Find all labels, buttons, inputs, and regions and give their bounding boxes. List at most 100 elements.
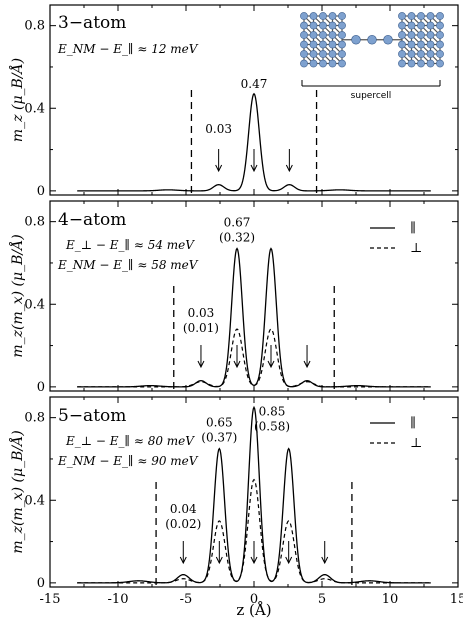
legend-parallel-label: ∥ bbox=[410, 221, 416, 236]
atom-sphere bbox=[328, 40, 337, 49]
atom-arrow-head bbox=[285, 164, 293, 173]
atom-arrow-head bbox=[250, 164, 258, 173]
atom-sphere bbox=[328, 50, 337, 58]
peak-perp-value-label: (0.37) bbox=[201, 431, 237, 445]
atom-sphere bbox=[319, 50, 327, 58]
atom-sphere bbox=[407, 12, 416, 20]
atom-sphere bbox=[309, 59, 318, 68]
atom-sphere bbox=[398, 40, 406, 49]
panel-5atom-ylabel: m_z(m_x) (μ_B/Å) bbox=[8, 430, 26, 553]
atom-sphere bbox=[328, 21, 337, 30]
peak-value-label: 0.47 bbox=[241, 77, 268, 91]
panel-4atom-energy-perp: E_⊥ − E_∥ ≈ 54 meV bbox=[65, 238, 195, 252]
x-tick-label: -10 bbox=[108, 592, 129, 607]
atom-sphere bbox=[319, 12, 327, 20]
atom-sphere bbox=[383, 35, 393, 45]
x-tick-label: 0 bbox=[250, 592, 258, 607]
peak-value-label: 0.03 bbox=[205, 122, 232, 136]
legend-parallel-label: ∥ bbox=[410, 416, 416, 431]
y-tick-label: 0 bbox=[37, 184, 45, 199]
atom-sphere bbox=[309, 21, 318, 30]
atom-arrow-head bbox=[250, 556, 258, 565]
atom-sphere bbox=[398, 59, 406, 68]
y-tick-label: 0.4 bbox=[24, 297, 45, 312]
y-tick-label: 0 bbox=[37, 576, 45, 591]
atom-sphere bbox=[309, 12, 318, 20]
peak-value-label: 0.04 bbox=[170, 502, 197, 516]
atom-sphere bbox=[407, 59, 416, 68]
peak-value-label: 0.85 bbox=[259, 404, 286, 418]
atom-sphere bbox=[338, 50, 346, 58]
peak-perp-value-label: (0.01) bbox=[183, 321, 219, 335]
atom-sphere bbox=[436, 12, 444, 20]
axis-ticks-layer: 0 0.4 0.8 0 0.4 0.8 -15 -10 -5 0 5 10 15 0 0.4 0.8 bbox=[24, 5, 463, 607]
atom-sphere bbox=[328, 59, 337, 68]
atom-sphere bbox=[417, 50, 425, 58]
atom-sphere bbox=[426, 12, 435, 20]
atom-arrow-head bbox=[197, 360, 205, 369]
atom-sphere bbox=[407, 31, 416, 39]
peak-perp-value-label: (0.58) bbox=[254, 419, 290, 433]
panel-3atom-ylabel: m_z (μ_B/Å) bbox=[8, 58, 26, 142]
atom-sphere bbox=[436, 21, 444, 30]
series-perp-curve bbox=[77, 478, 431, 584]
panel-5atom-energy-nm: E_NM − E_∥ ≈ 90 meV bbox=[57, 454, 199, 468]
atom-sphere bbox=[398, 50, 406, 58]
atom-arrow-head bbox=[215, 164, 223, 173]
atom-arrow-head bbox=[285, 556, 293, 565]
atom-sphere bbox=[328, 12, 337, 20]
atom-arrow-head bbox=[321, 556, 329, 565]
y-tick-label: 0.8 bbox=[24, 19, 45, 34]
atom-sphere bbox=[436, 59, 444, 68]
annotations-layer: 0.470.030.67(0.32)0.03(0.01)0.65(0.37)0.… bbox=[155, 77, 353, 585]
peak-perp-value-label: (0.02) bbox=[165, 517, 201, 531]
x-tick-label: 5 bbox=[318, 592, 326, 607]
y-tick-label: 0 bbox=[37, 380, 45, 395]
atom-sphere bbox=[300, 59, 308, 68]
atom-sphere bbox=[417, 31, 425, 39]
atom-sphere bbox=[319, 31, 327, 39]
legend-perp-label: ⊥ bbox=[410, 241, 422, 256]
panel-4atom-title: 4−atom bbox=[58, 210, 126, 230]
panel-5atom-legend: ∥ ⊥ bbox=[370, 416, 422, 451]
atom-sphere bbox=[426, 50, 435, 58]
supercell-inset: supercell bbox=[292, 8, 444, 101]
panel-5atom-title: 5−atom bbox=[58, 406, 126, 426]
panel-4atom-legend: ∥ ⊥ bbox=[370, 221, 422, 256]
atom-sphere bbox=[426, 31, 435, 39]
atom-sphere bbox=[426, 59, 435, 68]
series-perp-curve bbox=[77, 328, 431, 388]
atom-sphere bbox=[300, 21, 308, 30]
atom-sphere bbox=[300, 50, 308, 58]
atom-sphere bbox=[351, 35, 361, 45]
atom-sphere bbox=[338, 21, 346, 30]
atom-sphere bbox=[417, 59, 425, 68]
x-tick-label: 10 bbox=[382, 592, 399, 607]
panel-3atom-title: 3−atom bbox=[58, 13, 126, 33]
atom-sphere bbox=[300, 31, 308, 39]
atom-sphere bbox=[309, 50, 318, 58]
atom-arrow-head bbox=[233, 360, 241, 369]
atom-sphere bbox=[328, 31, 337, 39]
atom-sphere bbox=[436, 31, 444, 39]
atom-sphere bbox=[417, 40, 425, 49]
x-axis-label: z (Å) bbox=[236, 601, 271, 619]
peak-perp-value-label: (0.32) bbox=[219, 231, 255, 245]
atom-sphere bbox=[407, 40, 416, 49]
atom-sphere bbox=[338, 40, 346, 49]
atom-sphere bbox=[367, 35, 377, 45]
peak-value-label: 0.03 bbox=[188, 306, 215, 320]
peak-value-label: 0.67 bbox=[224, 216, 251, 230]
atom-sphere bbox=[300, 12, 308, 20]
panel-4atom-ylabel: m_z(m_x) (μ_B/Å) bbox=[8, 234, 26, 357]
x-tick-label: 15 bbox=[450, 592, 463, 607]
y-tick-label: 0.4 bbox=[24, 493, 45, 508]
supercell-label: supercell bbox=[351, 91, 392, 101]
atom-sphere bbox=[319, 21, 327, 30]
atom-sphere bbox=[300, 40, 308, 49]
panel-5atom-energy-perp: E_⊥ − E_∥ ≈ 80 meV bbox=[65, 434, 195, 448]
atom-sphere bbox=[398, 12, 406, 20]
atom-arrow-head bbox=[179, 556, 187, 565]
atom-sphere bbox=[426, 21, 435, 30]
